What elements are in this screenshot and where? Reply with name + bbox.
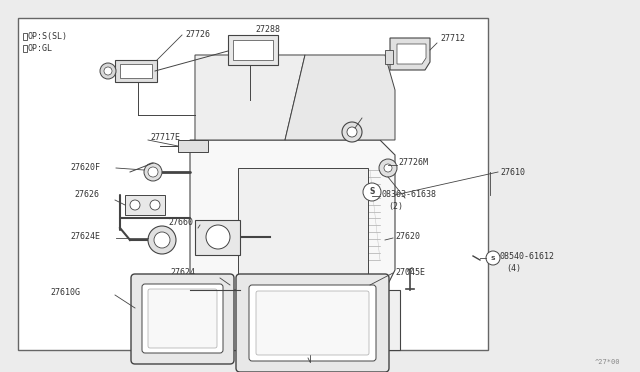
Text: (2): (2) xyxy=(388,202,403,211)
Text: 27045E: 27045E xyxy=(395,268,425,277)
Text: OP:GL: OP:GL xyxy=(28,44,53,53)
Text: 27726: 27726 xyxy=(185,30,210,39)
Text: 27660: 27660 xyxy=(168,218,193,227)
Polygon shape xyxy=(285,55,395,140)
Circle shape xyxy=(154,232,170,248)
Text: 27620: 27620 xyxy=(395,232,420,241)
Circle shape xyxy=(342,122,362,142)
Text: 27712: 27712 xyxy=(440,34,465,43)
Circle shape xyxy=(347,127,357,137)
FancyBboxPatch shape xyxy=(256,291,369,355)
Text: 27288: 27288 xyxy=(255,25,280,34)
Circle shape xyxy=(104,67,112,75)
Polygon shape xyxy=(397,44,426,64)
Text: 27611: 27611 xyxy=(365,110,390,119)
Text: 08540-61612: 08540-61612 xyxy=(500,252,555,261)
Circle shape xyxy=(486,251,500,265)
Circle shape xyxy=(148,226,176,254)
Text: 27620F: 27620F xyxy=(70,163,100,172)
FancyBboxPatch shape xyxy=(195,55,380,165)
Text: 27626: 27626 xyxy=(74,190,99,199)
Polygon shape xyxy=(125,195,165,215)
Text: 27610: 27610 xyxy=(500,168,525,177)
Circle shape xyxy=(379,159,397,177)
Text: 27726M: 27726M xyxy=(398,158,428,167)
Text: S: S xyxy=(491,256,495,260)
FancyBboxPatch shape xyxy=(142,284,223,353)
Circle shape xyxy=(144,163,162,181)
Bar xyxy=(233,40,273,60)
Polygon shape xyxy=(390,38,430,70)
Circle shape xyxy=(150,200,160,210)
FancyBboxPatch shape xyxy=(148,289,217,348)
Circle shape xyxy=(363,183,381,201)
Bar xyxy=(120,64,152,78)
Circle shape xyxy=(100,63,116,79)
Text: 27717E: 27717E xyxy=(150,133,180,142)
FancyBboxPatch shape xyxy=(236,274,389,372)
FancyBboxPatch shape xyxy=(131,274,234,364)
Text: 27610G: 27610G xyxy=(50,288,80,297)
Text: ^27*00: ^27*00 xyxy=(595,359,620,365)
FancyBboxPatch shape xyxy=(238,168,368,278)
Bar xyxy=(23,45,27,52)
Bar xyxy=(18,18,488,350)
Text: (4): (4) xyxy=(506,264,521,273)
Circle shape xyxy=(206,225,230,249)
Polygon shape xyxy=(190,140,395,290)
Bar xyxy=(23,33,27,40)
Polygon shape xyxy=(195,220,240,255)
Text: 27624E: 27624E xyxy=(70,232,100,241)
Bar xyxy=(385,50,393,64)
Polygon shape xyxy=(195,55,305,140)
Text: OP:S(SL): OP:S(SL) xyxy=(28,32,68,41)
Polygon shape xyxy=(190,290,400,350)
Bar xyxy=(178,140,208,152)
Text: 08363-61638: 08363-61638 xyxy=(382,190,437,199)
Circle shape xyxy=(384,164,392,172)
Text: 27624: 27624 xyxy=(170,268,195,277)
Circle shape xyxy=(130,200,140,210)
FancyBboxPatch shape xyxy=(249,285,376,361)
Bar xyxy=(115,60,157,82)
Circle shape xyxy=(148,167,158,177)
Bar xyxy=(228,35,278,65)
Text: 27611: 27611 xyxy=(275,352,300,361)
Text: S: S xyxy=(369,187,374,196)
